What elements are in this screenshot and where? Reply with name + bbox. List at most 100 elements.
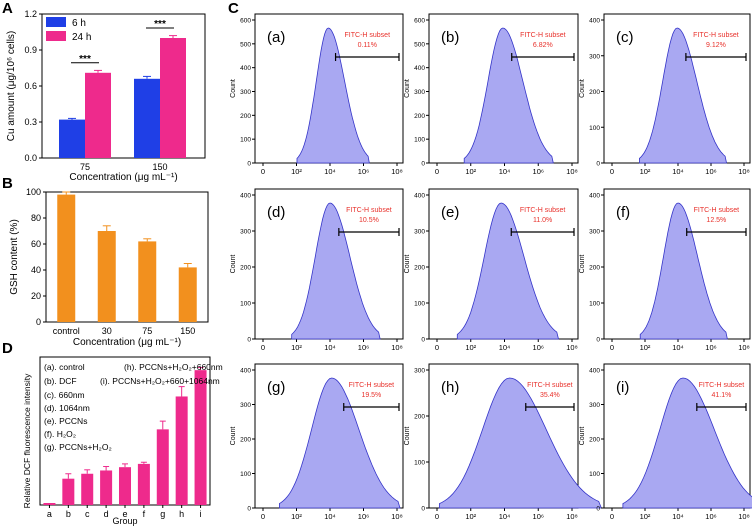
x-tick-label: 10² xyxy=(640,512,651,521)
y-tick-label: 300 xyxy=(240,229,251,236)
bar-24h-150 xyxy=(160,38,186,158)
histogram-peak xyxy=(296,27,370,164)
x-tick-label: 0 xyxy=(610,512,614,521)
legend-entry: (i). PCCNs+H₂O₂+660+1064nm xyxy=(100,376,220,386)
histogram-peak xyxy=(638,27,728,164)
gate-percent: 11.0% xyxy=(533,217,552,224)
y-axis-label: Count xyxy=(579,427,586,446)
histogram-d: 0 100 200 300 400 0 10² 10⁴ 10⁶ 10⁸ (d) FITC-H subs… xyxy=(230,188,404,352)
y-tick-label: 400 xyxy=(414,193,425,200)
x-tick-label: 10⁴ xyxy=(324,343,336,352)
subplot-label: (e) xyxy=(441,204,459,221)
panel-D: a b c d e f g h i (a). control (h). PCCNs+H₂O₂+660… xyxy=(22,356,223,526)
y-tick-label: 200 xyxy=(589,89,600,96)
y-tick-label: 400 xyxy=(414,65,425,72)
y-tick-label: 0 xyxy=(247,161,251,168)
y-tick-label: 300 xyxy=(589,229,600,236)
y-tick-label: 400 xyxy=(240,65,251,72)
legend-entry: (a). control xyxy=(44,362,85,372)
histogram-peak xyxy=(456,202,560,340)
x-tick-label: 10⁴ xyxy=(672,512,684,521)
y-tick-label: 100 xyxy=(589,125,600,132)
bar-h xyxy=(175,396,188,505)
histogram-peak xyxy=(639,202,728,340)
histogram-peak xyxy=(278,377,401,509)
gate-label: FITC-H subset xyxy=(699,382,745,389)
bar-f xyxy=(137,463,150,505)
gate-percent: 35.4% xyxy=(540,392,560,399)
y-tick-label: 600 xyxy=(240,18,251,25)
histogram-h: 0 100 200 300 0 10² 10⁴ 10⁶ 10⁸ (h) FITC-H subset 3… xyxy=(404,363,602,521)
legend-swatch xyxy=(46,17,66,27)
gate-percent: 6.82% xyxy=(533,42,553,49)
subplot-label: (f) xyxy=(616,204,630,221)
y-tick-label: 0.9 xyxy=(24,45,37,55)
x-tick-label: b xyxy=(66,509,71,519)
y-tick-label: 200 xyxy=(414,265,425,272)
x-axis-label: Concentration (μg mL⁻¹) xyxy=(73,337,181,348)
x-tick-label: 10⁸ xyxy=(391,343,403,352)
x-tick-label: i xyxy=(200,509,202,519)
x-tick-label: 10² xyxy=(640,343,651,352)
bar-75 xyxy=(138,241,157,322)
subplot-label: (b) xyxy=(441,29,459,46)
legend-entry: (d). 1064nm xyxy=(44,403,90,413)
x-tick-label: 75 xyxy=(142,326,152,336)
y-tick-label: 100 xyxy=(414,301,425,308)
x-tick-label: 10⁴ xyxy=(499,512,511,521)
x-tick-label: 10² xyxy=(465,167,476,176)
y-tick-label: 400 xyxy=(240,193,251,200)
y-tick-label: 500 xyxy=(414,41,425,48)
x-axis-label: Concentration (μg mL⁻¹) xyxy=(69,172,177,183)
legend-entry: (c). 660nm xyxy=(44,390,85,400)
x-tick-label: 150 xyxy=(152,162,167,172)
subplot-label: (g) xyxy=(267,379,285,396)
y-tick-label: 0 xyxy=(247,506,251,513)
y-axis-label: Count xyxy=(404,79,411,98)
x-tick-label: 10² xyxy=(465,512,476,521)
x-tick-label: 0 xyxy=(261,167,265,176)
y-tick-label: 0.3 xyxy=(24,117,37,127)
histogram-f: 0 100 200 300 400 0 10² 10⁴ 10⁶ 10⁸ (f) FITC-H subs… xyxy=(579,188,751,352)
bar-24h-75 xyxy=(85,72,111,158)
gate-percent: 41.1% xyxy=(711,392,731,399)
x-tick-label: 10⁶ xyxy=(533,167,544,176)
gate-label: FITC-H subset xyxy=(693,32,739,39)
y-tick-label: 200 xyxy=(240,265,251,272)
gate-label: FITC-H subset xyxy=(694,207,740,214)
gate-percent: 12.5% xyxy=(706,217,726,224)
subplot-label: (d) xyxy=(267,204,285,221)
y-tick-label: 100 xyxy=(240,471,251,478)
y-axis-label: Count xyxy=(404,427,411,446)
panel-label-A: A xyxy=(2,0,13,17)
x-tick-label: 10⁸ xyxy=(566,167,578,176)
histogram-e: 0 100 200 300 400 0 10² 10⁴ 10⁶ 10⁸ (e) FITC-H subs… xyxy=(404,188,579,352)
y-axis-label: Relative DCF fluorescence intensity xyxy=(22,373,32,508)
histogram-a: 0 100 200 300 400 500 600 0 10² 10⁴ 10⁶ 10⁸ (a) FITC-… xyxy=(230,13,404,176)
y-tick-label: 100 xyxy=(589,471,600,478)
x-tick-label: 10² xyxy=(291,343,302,352)
gate-percent: 19.5% xyxy=(361,392,381,399)
y-tick-label: 40 xyxy=(31,265,41,275)
y-tick-label: 300 xyxy=(589,53,600,60)
gate-percent: 10.5% xyxy=(359,217,379,224)
y-axis-label: Count xyxy=(230,255,237,274)
x-tick-label: e xyxy=(122,509,127,519)
y-axis-label: Count xyxy=(230,427,237,446)
x-tick-label: 10⁶ xyxy=(358,167,369,176)
y-tick-label: 0 xyxy=(421,506,425,513)
y-tick-label: 400 xyxy=(589,368,600,375)
y-tick-label: 300 xyxy=(589,402,600,409)
x-tick-label: 10⁸ xyxy=(566,343,578,352)
subplot-label: (i) xyxy=(616,379,629,396)
x-tick-label: 10² xyxy=(640,167,651,176)
histogram-g: 0 100 200 300 400 0 10² 10⁴ 10⁶ 10⁸ (g) FITC-H subs… xyxy=(230,363,404,521)
panel-B: 0 20 40 60 80 100 control 30 75 150Concentration … xyxy=(9,187,209,348)
gate-label: FITC-H subset xyxy=(520,32,566,39)
y-tick-label: 100 xyxy=(414,137,425,144)
gate-label: FITC-H subset xyxy=(345,32,391,39)
x-tick-label: 0 xyxy=(261,512,265,521)
x-tick-label: d xyxy=(104,509,109,519)
y-tick-label: 200 xyxy=(589,265,600,272)
